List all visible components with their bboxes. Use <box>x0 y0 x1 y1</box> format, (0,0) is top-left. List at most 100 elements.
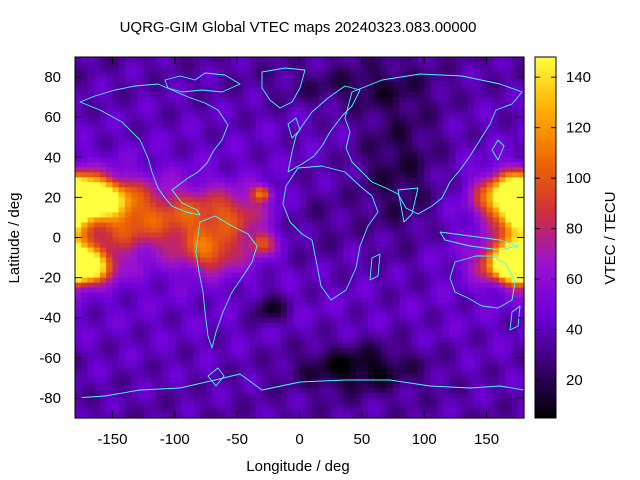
heatmap-cell <box>499 237 506 244</box>
heatmap-cell <box>455 392 463 399</box>
heatmap-cell <box>255 102 263 108</box>
heatmap-cell <box>499 192 506 198</box>
heatmap-cell <box>517 327 525 334</box>
heatmap-cell <box>474 337 481 344</box>
heatmap-cell <box>243 352 251 359</box>
heatmap-cell <box>499 137 506 143</box>
heatmap-cell <box>467 127 475 133</box>
heatmap-cell <box>318 337 326 344</box>
heatmap-cell <box>81 272 89 279</box>
heatmap-cell <box>230 197 238 203</box>
heatmap-cell <box>336 102 344 108</box>
heatmap-cell <box>168 207 176 214</box>
heatmap-cell <box>355 77 363 83</box>
heatmap-cell <box>199 177 207 183</box>
heatmap-cell <box>174 402 182 409</box>
heatmap-cell <box>386 192 394 198</box>
heatmap-cell <box>193 287 201 294</box>
heatmap-cell <box>255 62 263 68</box>
heatmap-cell <box>461 217 469 224</box>
heatmap-cell <box>374 217 382 224</box>
heatmap-cell <box>430 312 438 319</box>
heatmap-cell <box>336 312 344 319</box>
heatmap-cell <box>162 302 170 309</box>
heatmap-cell <box>205 327 213 334</box>
heatmap-cell <box>517 297 525 304</box>
heatmap-cell <box>399 132 407 138</box>
heatmap-cell <box>243 212 251 219</box>
heatmap-cell <box>436 337 444 344</box>
heatmap-cell <box>143 347 151 354</box>
heatmap-cell <box>143 132 151 138</box>
heatmap-cell <box>237 187 244 193</box>
heatmap-cell <box>449 107 457 113</box>
heatmap-cell <box>324 302 332 309</box>
heatmap-cell <box>168 282 176 289</box>
heatmap-cell <box>237 392 244 399</box>
heatmap-cell <box>318 162 326 168</box>
heatmap-cell <box>480 217 488 224</box>
heatmap-cell <box>424 147 432 153</box>
heatmap-cell <box>318 302 326 309</box>
heatmap-cell <box>299 282 307 289</box>
heatmap-cell <box>355 312 363 319</box>
heatmap-cell <box>81 137 89 143</box>
heatmap-cell <box>262 62 269 68</box>
heatmap-cell <box>380 262 388 269</box>
heatmap-cell <box>162 377 170 384</box>
heatmap-cell <box>474 252 481 259</box>
heatmap-cell <box>218 297 226 304</box>
heatmap-cell <box>361 282 369 289</box>
heatmap-cell <box>268 272 276 279</box>
heatmap-cell <box>249 347 257 354</box>
heatmap-cell <box>212 282 220 289</box>
heatmap-cell <box>168 362 176 369</box>
heatmap-cell <box>492 302 500 309</box>
heatmap-cell <box>405 332 413 339</box>
heatmap-cell <box>305 72 313 78</box>
heatmap-cell <box>99 142 107 148</box>
heatmap-cell <box>181 332 188 339</box>
heatmap-cell <box>262 82 269 88</box>
heatmap-cell <box>249 247 257 254</box>
heatmap-cell <box>181 197 188 203</box>
heatmap-cell <box>517 307 525 314</box>
heatmap-cell <box>230 247 238 254</box>
heatmap-cell <box>181 232 188 239</box>
heatmap-cell <box>399 377 407 384</box>
heatmap-cell <box>424 77 432 83</box>
heatmap-cell <box>442 312 450 319</box>
heatmap-cell <box>112 167 120 173</box>
heatmap-cell <box>268 192 276 198</box>
heatmap-cell <box>262 367 269 374</box>
heatmap-cell <box>262 97 269 103</box>
heatmap-cell <box>237 132 244 138</box>
heatmap-cell <box>480 257 488 264</box>
heatmap-cell <box>268 187 276 193</box>
heatmap-cell <box>149 262 157 269</box>
heatmap-cell <box>355 257 363 264</box>
heatmap-cell <box>255 287 263 294</box>
heatmap-cell <box>287 232 294 239</box>
heatmap-cell <box>386 382 394 389</box>
heatmap-cell <box>299 372 307 379</box>
heatmap-cell <box>174 342 182 349</box>
heatmap-cell <box>417 152 425 158</box>
heatmap-cell <box>131 207 138 214</box>
heatmap-cell <box>230 192 238 198</box>
heatmap-cell <box>181 172 188 178</box>
heatmap-cell <box>399 252 407 259</box>
heatmap-cell <box>299 397 307 404</box>
heatmap-cell <box>137 172 145 178</box>
heatmap-cell <box>199 182 207 188</box>
heatmap-cell <box>168 202 176 209</box>
heatmap-cell <box>137 137 145 143</box>
heatmap-cell <box>311 372 319 379</box>
heatmap-cell <box>187 262 195 269</box>
heatmap-cell <box>424 132 432 138</box>
heatmap-cell <box>517 137 525 143</box>
heatmap-cell <box>174 262 182 269</box>
heatmap-cell <box>249 132 257 138</box>
heatmap-cell <box>436 232 444 239</box>
heatmap-cell <box>442 162 450 168</box>
